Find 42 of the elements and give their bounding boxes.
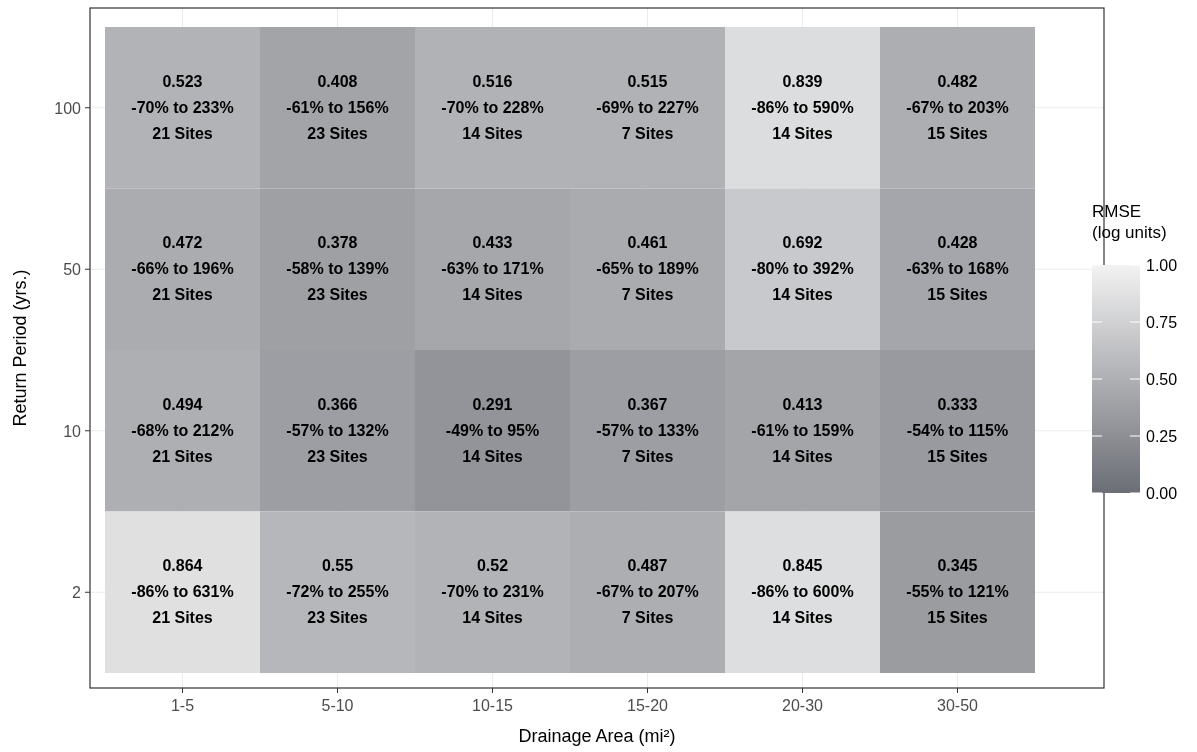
x-tick-label: 5-10	[321, 697, 354, 714]
data-label: 0.482 -67% to 203% 15 Sites	[906, 72, 1009, 142]
data-label: 0.433 -63% to 171% 14 Sites	[441, 234, 544, 304]
y-tick-label: 100	[54, 99, 82, 117]
data-label: 0.408 -61% to 156% 23 Sites	[286, 72, 389, 142]
x-tick-label: 1-5	[170, 697, 195, 714]
color-bar-label: 1.00	[1146, 257, 1178, 274]
data-label: 0.345 -55% to 121% 15 Sites	[906, 557, 1009, 627]
data-label: 0.55 -72% to 255% 23 Sites	[286, 557, 389, 627]
data-label: 0.494 -68% to 212% 21 Sites	[131, 395, 234, 465]
data-label: 0.845 -86% to 600% 14 Sites	[751, 557, 854, 627]
x-tick-label: 10-15	[472, 697, 514, 714]
color-bar-label: 0.50	[1146, 371, 1178, 388]
data-label: 0.367 -57% to 133% 7 Sites	[596, 395, 699, 465]
x-tick-label: 20-30	[782, 697, 824, 714]
y-axis-title: Return Period (yrs.)	[10, 269, 30, 427]
y-tick-label: 50	[63, 261, 82, 279]
x-tick-label: 30-50	[937, 697, 979, 714]
x-tick-label: 15-20	[627, 697, 669, 714]
y-tick-label: 10	[63, 422, 82, 440]
data-label: 0.378 -58% to 139% 23 Sites	[286, 234, 389, 304]
data-label: 0.487 -67% to 207% 7 Sites	[596, 557, 699, 627]
data-label: 0.523 -70% to 233% 21 Sites	[131, 72, 234, 142]
data-label: 0.864 -86% to 631% 21 Sites	[131, 557, 234, 627]
data-label: 0.413 -61% to 159% 14 Sites	[751, 395, 854, 465]
color-bar-label: 0.25	[1146, 428, 1178, 445]
data-label: 0.52 -70% to 231% 14 Sites	[441, 557, 544, 627]
color-bar-label: 0.75	[1146, 314, 1178, 331]
data-label: 0.461 -65% to 189% 7 Sites	[596, 234, 699, 304]
color-bar-title: RMSE (log units)	[1092, 202, 1167, 242]
data-label: 0.515 -69% to 227% 7 Sites	[596, 72, 699, 142]
data-label: 0.333 -54% to 115% 15 Sites	[906, 395, 1009, 465]
data-label: 0.366 -57% to 132% 23 Sites	[286, 395, 389, 465]
data-label: 0.692 -80% to 392% 14 Sites	[751, 234, 854, 304]
y-tick-label: 2	[72, 584, 82, 602]
color-bar-label: 0.00	[1146, 485, 1178, 502]
data-label: 0.472 -66% to 196% 21 Sites	[131, 234, 234, 304]
data-label: 0.839 -86% to 590% 14 Sites	[751, 72, 854, 142]
data-label: 0.291 -49% to 95% 14 Sites	[445, 395, 540, 465]
data-label: 0.428 -63% to 168% 15 Sites	[906, 234, 1009, 304]
data-label: 0.516 -70% to 228% 14 Sites	[441, 72, 544, 142]
x-axis-title: Drainage Area (mi²)	[518, 726, 676, 746]
